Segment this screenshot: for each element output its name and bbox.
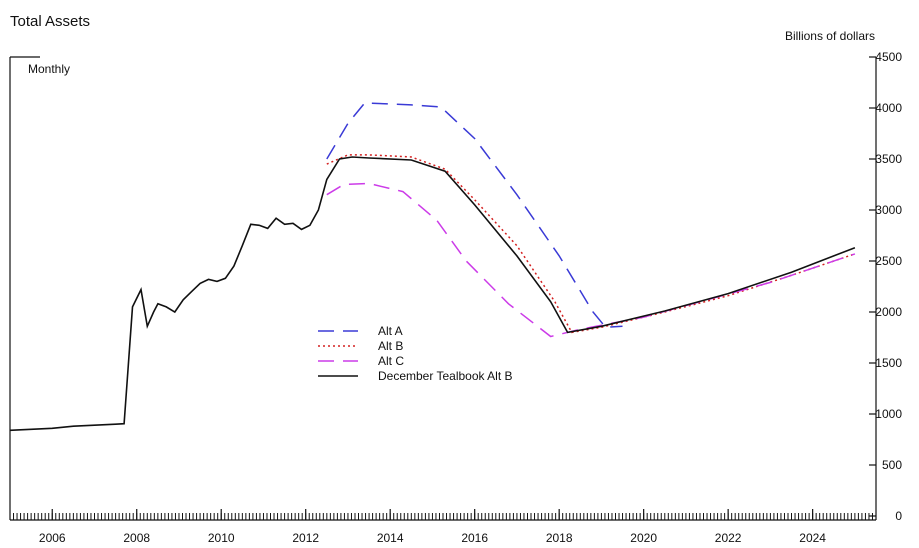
series-line	[326, 154, 856, 334]
legend-label: Alt A	[378, 324, 403, 338]
x-tick-label: 2018	[546, 531, 573, 545]
series-layer	[9, 102, 856, 432]
y-tick-label: 0	[895, 509, 902, 523]
x-tick-label: 2010	[208, 531, 235, 545]
y-tick-label: 3000	[875, 203, 902, 217]
y-tick-label: 4000	[875, 101, 902, 115]
x-tick-label: 2020	[630, 531, 657, 545]
legend-label: Alt B	[378, 339, 403, 353]
x-tick-label: 2016	[461, 531, 488, 545]
units-label: Billions of dollars	[785, 29, 875, 43]
series-line	[9, 156, 856, 432]
x-axis-ticks: 2006 2008 2010 2012 2014 2016 2018 2020 2022 2024	[39, 509, 826, 545]
frequency-label: Monthly	[28, 62, 70, 76]
x-tick-label: 2014	[377, 531, 404, 545]
x-minor-ticks	[9, 513, 877, 520]
y-axis-ticks: 0 500 1000 1500 2000 2500 3000 3500 4000 4500	[869, 50, 902, 523]
chart-title: Total Assets	[10, 13, 90, 30]
legend-label: December Tealbook Alt B	[378, 369, 513, 383]
x-tick-label: 2008	[123, 531, 150, 545]
x-tick-label: 2012	[292, 531, 319, 545]
series-line	[326, 102, 623, 329]
y-tick-label: 500	[882, 458, 902, 472]
x-tick-label: 2006	[39, 531, 66, 545]
y-tick-label: 2500	[875, 254, 902, 268]
y-tick-label: 4500	[875, 50, 902, 64]
x-tick-label: 2024	[799, 531, 826, 545]
series-line	[326, 182, 856, 338]
y-tick-label: 2000	[875, 305, 902, 319]
y-tick-label: 1000	[875, 407, 902, 421]
x-tick-label: 2022	[715, 531, 742, 545]
legend-label: Alt C	[378, 354, 404, 368]
y-tick-label: 1500	[875, 356, 902, 370]
y-tick-label: 3500	[875, 152, 902, 166]
